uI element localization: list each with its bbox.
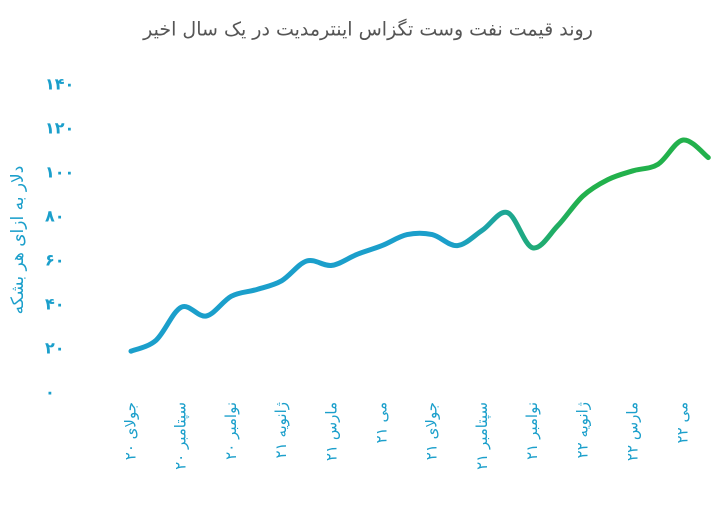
x-tick-label: نوامبر ۲۱: [523, 402, 541, 460]
x-tick-label: سپتامبر ۲۰: [172, 402, 191, 470]
y-tick-label: ۸۰: [45, 207, 65, 226]
y-tick-label: ۱۲۰: [45, 119, 74, 138]
y-tick-label: ۱۰۰: [45, 163, 74, 182]
x-tick-label: جولای ۲۱: [423, 402, 441, 460]
x-tick-label: ژانویه ۲۲: [573, 402, 591, 458]
x-tick-label: مارس ۲۲: [624, 402, 642, 461]
chart-title: روند قیمت نفت وست تگزاس اینترمدیت در یک …: [142, 18, 593, 41]
line: [128, 137, 711, 354]
x-tick-label: نوامبر ۲۰: [222, 402, 240, 460]
y-tick-label: ۶۰: [45, 251, 65, 270]
x-tick-label: ژانویه ۲۱: [272, 402, 290, 458]
x-tick-label: جولای ۲۰: [122, 402, 140, 460]
x-tick-label: می ۲۲: [674, 402, 692, 443]
x-tick-label: می ۲۱: [373, 402, 391, 443]
x-tick-label: مارس ۲۱: [322, 402, 340, 461]
y-tick-label: ۰: [45, 383, 55, 402]
y-axis-label: دلار به ازای هر بشکه: [8, 166, 28, 315]
x-tick-label: سپتامبر ۲۱: [473, 402, 492, 470]
y-tick-label: ۲۰: [45, 339, 65, 358]
y-tick-label: ۴۰: [45, 295, 65, 314]
y-tick-label: ۱۴۰: [45, 75, 74, 94]
